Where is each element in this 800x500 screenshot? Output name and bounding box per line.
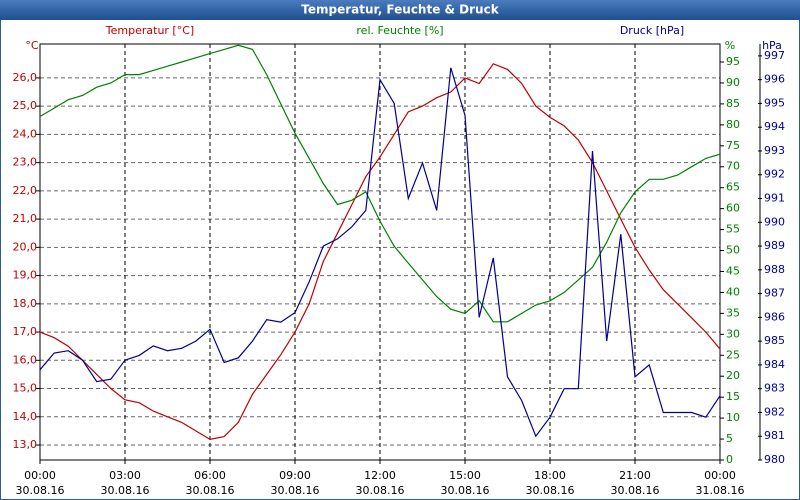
legend-label: rel. Feuchte [%] [356, 24, 443, 37]
y-tick-label: 17,0 [13, 325, 38, 338]
y-tick-label: 983 [764, 382, 785, 395]
x-tick-date: 30.08.16 [101, 484, 150, 497]
y-tick-label: 987 [764, 287, 785, 300]
legend-label: Druck [hPa] [620, 24, 684, 37]
y-tick-label: 984 [764, 358, 785, 371]
y-tick-label: 60 [726, 202, 740, 215]
x-tick-date: 30.08.16 [186, 484, 235, 497]
y-tick-label: 85 [726, 97, 740, 110]
chart-title: Temperatur, Feuchte & Druck [301, 3, 499, 17]
y-tick-label: 80 [726, 118, 740, 131]
y-tick-label: 25 [726, 348, 740, 361]
y-tick-label: 50 [726, 244, 740, 257]
y-tick-label: 23,0 [13, 156, 38, 169]
y-tick-label: 18,0 [13, 297, 38, 310]
x-tick-label: 00:00 [24, 469, 56, 482]
y-tick-label: 980 [764, 453, 785, 466]
x-tick-date: 30.08.16 [16, 484, 65, 497]
y-tick-label: 16,0 [13, 353, 38, 366]
x-tick-date: 31.08.16 [696, 484, 745, 497]
x-tick-label: 15:00 [449, 469, 481, 482]
y-tick-label: 996 [764, 73, 785, 86]
y-tick-label: 992 [764, 168, 785, 181]
axis-unit: % [725, 39, 735, 52]
y-tick-label: 990 [764, 215, 785, 228]
axis-unit: °C [25, 39, 39, 52]
y-tick-label: 15,0 [13, 382, 38, 395]
y-tick-label: 95 [726, 55, 740, 68]
y-tick-label: 24,0 [13, 127, 38, 140]
y-tick-label: 991 [764, 192, 785, 205]
y-tick-label: 40 [726, 285, 740, 298]
y-tick-label: 985 [764, 334, 785, 347]
x-tick-label: 00:00 [704, 469, 736, 482]
x-tick-date: 30.08.16 [441, 484, 490, 497]
y-tick-label: 70 [726, 160, 740, 173]
x-tick-label: 21:00 [619, 469, 651, 482]
y-tick-label: 35 [726, 306, 740, 319]
y-tick-label: 30 [726, 327, 740, 340]
title-bar [0, 0, 800, 20]
y-tick-label: 982 [764, 405, 785, 418]
x-tick-label: 09:00 [279, 469, 311, 482]
y-tick-label: 65 [726, 181, 740, 194]
legend-label: Temperatur [°C] [105, 24, 194, 37]
x-tick-label: 12:00 [364, 469, 396, 482]
y-tick-label: 55 [726, 223, 740, 236]
y-tick-label: 13,0 [13, 438, 38, 451]
y-tick-label: 994 [764, 120, 785, 133]
x-tick-label: 03:00 [109, 469, 141, 482]
y-tick-label: 75 [726, 139, 740, 152]
y-tick-label: 22,0 [13, 184, 38, 197]
x-tick-date: 30.08.16 [526, 484, 575, 497]
x-tick-date: 30.08.16 [611, 484, 660, 497]
y-tick-label: 45 [726, 264, 740, 277]
y-tick-label: 988 [764, 263, 785, 276]
x-tick-label: 18:00 [534, 469, 566, 482]
y-tick-label: 90 [726, 76, 740, 89]
y-tick-label: 14,0 [13, 410, 38, 423]
y-tick-label: 5 [726, 432, 733, 445]
y-tick-label: 986 [764, 310, 785, 323]
y-tick-label: 25,0 [13, 99, 38, 112]
y-tick-label: 20 [726, 369, 740, 382]
x-tick-date: 30.08.16 [356, 484, 405, 497]
y-tick-label: 21,0 [13, 212, 38, 225]
x-tick-date: 30.08.16 [271, 484, 320, 497]
y-tick-label: 995 [764, 96, 785, 109]
series-line [39, 63, 721, 441]
series-line [39, 67, 721, 438]
y-tick-label: 19,0 [13, 269, 38, 282]
y-tick-label: 20,0 [13, 240, 38, 253]
y-tick-label: 989 [764, 239, 785, 252]
series-line [39, 44, 721, 323]
y-tick-label: 981 [764, 429, 785, 442]
y-tick-label: 10 [726, 411, 740, 424]
y-tick-label: 15 [726, 390, 740, 403]
y-tick-label: 993 [764, 144, 785, 157]
y-tick-label: 26,0 [13, 71, 38, 84]
axis-unit: hPa [762, 39, 782, 52]
x-tick-label: 06:00 [194, 469, 226, 482]
y-tick-label: 997 [764, 49, 785, 62]
y-tick-label: 0 [726, 453, 733, 466]
